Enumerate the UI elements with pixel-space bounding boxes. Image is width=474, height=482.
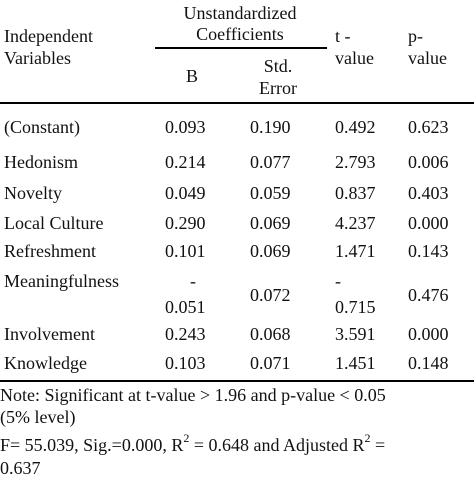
cell-b: 0.051 [165,297,206,317]
row-label: (Constant) [4,117,80,137]
cell-t-value: 3.591 [335,324,376,344]
cell-std-error: 0.069 [250,241,291,261]
cell-t-value: 2.793 [335,152,376,172]
header-unstandardized-1: Unstandardized [183,3,297,23]
cell-p-value: 0.623 [408,117,449,137]
cell-t-value: 1.471 [335,241,376,261]
adjusted-r-squared-superscript: 2 [364,431,371,445]
cell-std-error: 0.069 [250,213,291,233]
cell-std-error: 0.077 [250,152,291,172]
rule-bottom [0,380,474,382]
cell-p-value: 0.403 [408,183,449,203]
cell-std-error: 0.059 [250,183,291,203]
cell-b: 0.103 [165,353,206,373]
header-std-error-1: Std. [263,56,293,76]
row-label: Knowledge [4,353,87,373]
header-std-error-2: Error [259,78,297,98]
cell-t-value: 1.451 [335,353,376,373]
rule-under-header [0,102,474,104]
row-label: Hedonism [4,152,78,172]
header-t-value-2: value [335,48,374,68]
header-t-value-1: t - [335,26,351,46]
header-independent-variables-2: Variables [4,48,71,68]
note-fit-statistics: F= 55.039, Sig.=0.000, R2 = 0.648 and Ad… [0,432,386,455]
header-unstandardized-2: Coefficients [196,24,284,44]
cell-std-error: 0.072 [250,285,291,305]
header-p-value-2: value [408,48,447,68]
cell-b: 0.214 [165,152,206,172]
cell-t-value: 0.837 [335,183,376,203]
cell-t-value: 4.237 [335,213,376,233]
cell-b: 0.101 [165,241,206,261]
r-squared-superscript: 2 [183,431,190,445]
cell-p-value: 0.143 [408,241,449,261]
note-significance: Note: Significant at t-value > 1.96 and … [0,385,386,405]
row-label: Meaningfulness [4,271,119,291]
cell-t-value: 0.492 [335,117,376,137]
cell-p-value: 0.148 [408,353,449,373]
cell-std-error: 0.071 [250,353,291,373]
header-independent-variables-1: Independent [4,26,93,46]
note-equals: = [370,435,386,455]
cell-b: 0.093 [165,117,206,137]
cell-t-value-sign: - [335,271,341,291]
cell-b: 0.243 [165,324,206,344]
row-label: Involvement [4,324,95,344]
row-label: Local Culture [4,213,104,233]
rule-under-coefficients [155,47,327,49]
note-f-stat: F= 55.039, Sig.=0.000, R [0,435,184,455]
cell-p-value: 0.006 [408,152,449,172]
cell-std-error: 0.068 [250,324,291,344]
row-label: Novelty [4,183,62,203]
cell-t-value: 0.715 [335,297,376,317]
row-label: Refreshment [4,241,96,261]
cell-b: 0.049 [165,183,206,203]
cell-p-value: 0.476 [408,285,449,305]
cell-p-value: 0.000 [408,213,449,233]
note-r2-value: = 0.648 and Adjusted R [189,435,365,455]
cell-b-sign: - [190,271,196,291]
header-p-value-1: p- [408,26,423,46]
cell-b: 0.290 [165,213,206,233]
note-level: (5% level) [0,407,76,427]
cell-p-value: 0.000 [408,324,449,344]
header-b: B [185,66,198,86]
note-adjusted-r2-value: 0.637 [0,458,41,478]
cell-std-error: 0.190 [250,117,291,137]
